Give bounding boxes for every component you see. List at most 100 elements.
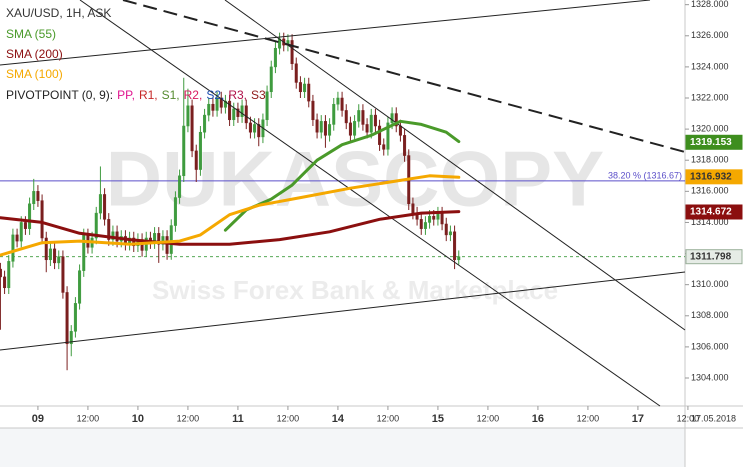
candle-body (378, 125, 382, 145)
candle-body (65, 292, 69, 345)
x-tick-label: 12:00 (177, 413, 200, 423)
candle-body (198, 131, 202, 170)
pivot-legend-label: PIVOTPOINT (0, 9): (6, 88, 113, 102)
candle-body (157, 233, 161, 245)
candle-body (69, 331, 73, 345)
overlay (0, 119, 461, 257)
candle-body (248, 122, 252, 133)
trend-line (0, 0, 651, 66)
x-tick-label: 12:00 (77, 413, 100, 423)
y-tick-label: 1310.000 (691, 279, 729, 289)
candle-body (353, 121, 357, 136)
candle-body (323, 121, 327, 136)
candle-body (290, 40, 294, 65)
legend-entry: SMA (55) (6, 27, 56, 41)
candle-body (232, 108, 236, 121)
candle-body (40, 200, 44, 239)
candle-body (236, 108, 240, 117)
candle-body (19, 222, 23, 242)
price-label: 1316.932 (690, 171, 732, 182)
candle-body (223, 100, 227, 108)
pivot-legend-item: S2, (206, 88, 224, 102)
candle-body (169, 225, 173, 254)
candle-body (219, 97, 223, 108)
candle-body (348, 122, 352, 136)
candle-body (253, 124, 257, 133)
y-tick-label: 1306.000 (691, 341, 729, 351)
legend-title: XAU/USD, 1H, ASK (6, 6, 111, 20)
candle-body (361, 110, 365, 125)
candle-body (61, 256, 65, 293)
candle-body (78, 270, 82, 304)
x-tick-label: 12:00 (277, 413, 300, 423)
y-tick-label: 1318.000 (691, 155, 729, 165)
y-tick-label: 1314.000 (691, 217, 729, 227)
price-label-box (685, 249, 743, 265)
x-tick-label: 12:00 (577, 413, 600, 423)
candle-body (211, 103, 215, 111)
candle-body (194, 150, 198, 170)
candle-body (32, 191, 36, 205)
x-tick-label: 12:00 (477, 413, 500, 423)
candle-body (319, 121, 323, 133)
candle-body (3, 276, 7, 289)
candle-body (390, 113, 394, 124)
price-label: 1314.672 (690, 207, 732, 218)
candle-body (94, 212, 98, 239)
candle-body (107, 219, 111, 240)
candle-body (7, 261, 11, 289)
candle-body (382, 144, 386, 150)
candle-body (428, 215, 432, 223)
candle-body (207, 103, 211, 116)
candle-body (48, 248, 52, 261)
candle-body (432, 215, 436, 220)
x-tick-label: 10 (132, 413, 144, 425)
pivot-legend-item: PP, (117, 88, 135, 102)
candle-body (398, 125, 402, 136)
candle-body (173, 197, 177, 226)
candle-body (403, 135, 407, 156)
candle-body (440, 212, 444, 225)
y-tick-label: 1304.000 (691, 372, 729, 382)
trend-line (79, 0, 661, 407)
candle-body (215, 97, 219, 111)
x-tick-label: 11 (232, 413, 244, 425)
candle-body (336, 97, 340, 105)
candle-body (132, 237, 136, 247)
candle-body (57, 256, 61, 264)
candle-body (28, 203, 32, 229)
candle-body (411, 203, 415, 214)
candle-body (332, 103, 336, 125)
fib-label: 38.20 % (1316.67) (608, 170, 682, 180)
candle-body (394, 113, 398, 127)
candle-body (311, 100, 315, 121)
candle-body (386, 122, 390, 150)
candle-body (203, 114, 207, 133)
price-label-box (685, 204, 743, 220)
candle-body (328, 124, 332, 136)
watermark-logo: DUKASCOPY (106, 135, 604, 223)
candle-body (0, 268, 2, 278)
candle-body (340, 97, 344, 111)
candle-body (186, 105, 190, 127)
candle-body (103, 194, 107, 220)
date-label: 17.05.2018 (691, 413, 736, 423)
y-tick-label: 1308.000 (691, 310, 729, 320)
x-tick-label: 12:00 (677, 413, 700, 423)
price-label-box (685, 169, 743, 185)
y-tick-label: 1326.000 (691, 30, 729, 40)
candle-body (303, 83, 307, 93)
candle-body (369, 114, 373, 133)
trend-lines (0, 0, 686, 407)
candle-body (315, 119, 319, 133)
pivot-legend-item: R1, (139, 88, 158, 102)
price-label: 1319.153 (690, 137, 732, 148)
pivot-legend-item: R2, (184, 88, 203, 102)
candle-body (228, 100, 232, 121)
x-tick-label: 14 (332, 413, 345, 425)
candle-body (373, 114, 377, 127)
watermark: DUKASCOPY Swiss Forex Bank & Marketplace (106, 135, 604, 305)
y-tick-label: 1322.000 (691, 92, 729, 102)
watermark-tagline: Swiss Forex Bank & Marketplace (152, 275, 558, 305)
x-tick-label: 09 (32, 413, 44, 425)
